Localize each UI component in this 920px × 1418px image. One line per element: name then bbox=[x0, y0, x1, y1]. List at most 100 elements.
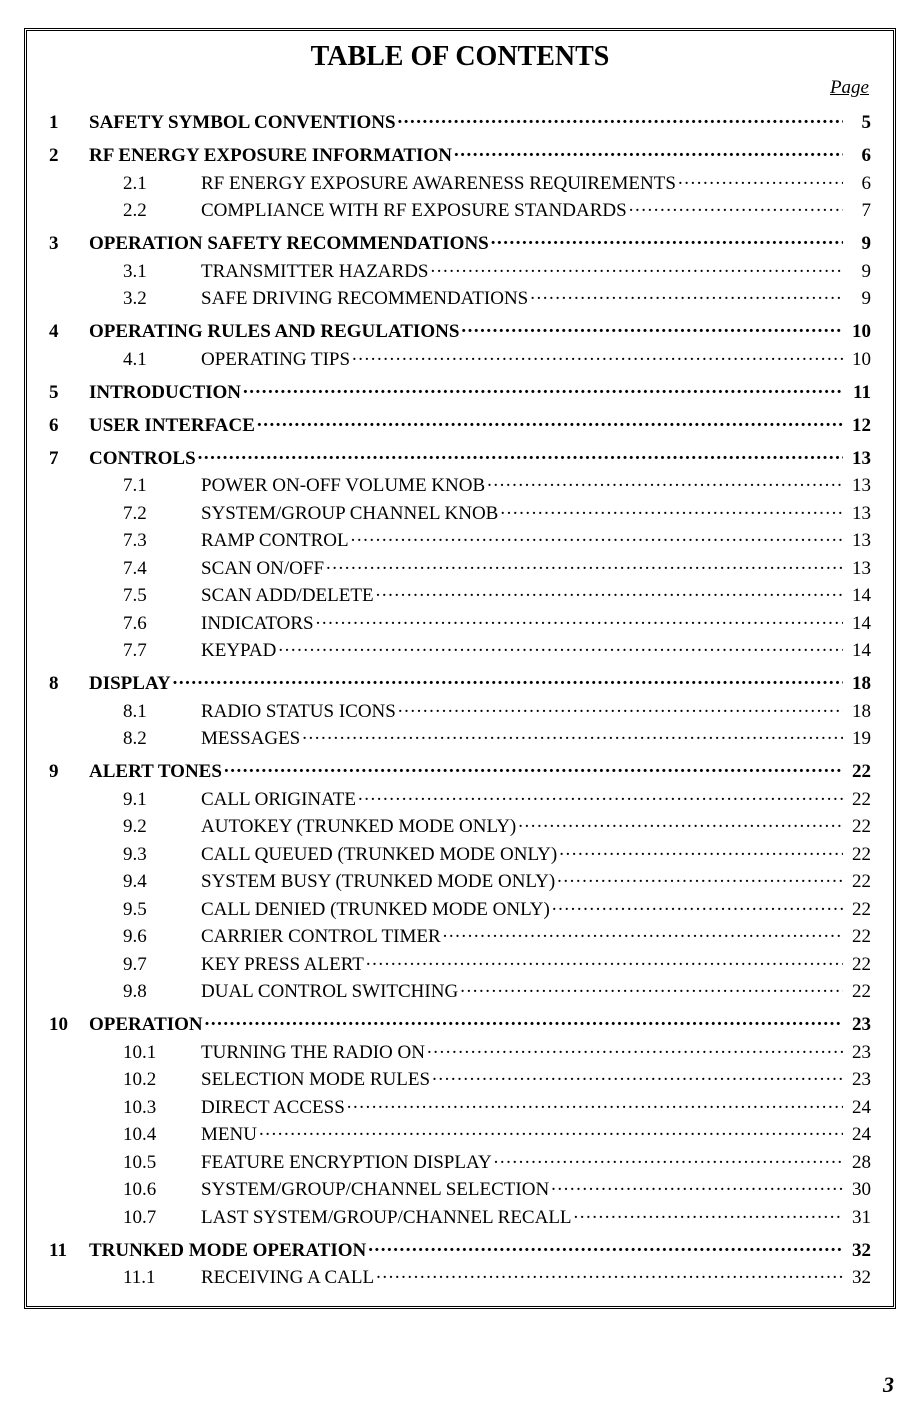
toc-subsection-number: 8.1 bbox=[89, 702, 201, 721]
toc-entry-page: 22 bbox=[845, 790, 871, 809]
toc-entry: 7.4SCAN ON/OFF 13 bbox=[49, 555, 871, 578]
toc-subsection-number: 10.2 bbox=[89, 1070, 201, 1089]
toc-entry-title: CARRIER CONTROL TIMER bbox=[201, 927, 441, 946]
toc-entry: 10.3DIRECT ACCESS24 bbox=[49, 1094, 871, 1117]
toc-dot-leader bbox=[366, 951, 843, 970]
toc-subsection-number: 10.3 bbox=[89, 1098, 201, 1117]
toc-entry: 3OPERATION SAFETY RECOMMENDATIONS9 bbox=[49, 230, 871, 253]
toc-dot-leader bbox=[432, 1066, 843, 1085]
toc-entry-page: 23 bbox=[845, 1070, 871, 1089]
toc-entry-page: 6 bbox=[845, 174, 871, 193]
toc-entry: 11.1RECEIVING A CALL32 bbox=[49, 1264, 871, 1287]
toc-entry-title: SYSTEM/GROUP/CHANNEL SELECTION bbox=[201, 1180, 549, 1199]
toc-section-number: 6 bbox=[49, 416, 89, 435]
toc-entry: 6USER INTERFACE12 bbox=[49, 412, 871, 435]
toc-entry: 2.2COMPLIANCE WITH RF EXPOSURE STANDARDS… bbox=[49, 197, 871, 220]
toc-entry-title: RADIO STATUS ICONS bbox=[201, 702, 396, 721]
toc-entry-title: CALL QUEUED (TRUNKED MODE ONLY) bbox=[201, 845, 557, 864]
toc-dot-leader bbox=[302, 725, 843, 744]
toc-entry-page: 22 bbox=[845, 982, 871, 1001]
toc-subsection-number: 7.7 bbox=[89, 641, 201, 660]
toc-entry-page: 23 bbox=[845, 1015, 871, 1034]
toc-entry: 9.2AUTOKEY (TRUNKED MODE ONLY)22 bbox=[49, 813, 871, 836]
toc-entry: 10.6SYSTEM/GROUP/CHANNEL SELECTION30 bbox=[49, 1176, 871, 1199]
toc-entry: 9.5CALL DENIED (TRUNKED MODE ONLY) 22 bbox=[49, 896, 871, 919]
toc-entry-title: MESSAGES bbox=[201, 729, 300, 748]
toc-entry-page: 22 bbox=[845, 900, 871, 919]
toc-dot-leader bbox=[326, 555, 843, 574]
toc-section-number: 4 bbox=[49, 322, 89, 341]
toc-subsection-number: 7.4 bbox=[89, 559, 201, 578]
toc-section-number: 11 bbox=[49, 1241, 89, 1260]
toc-entry-title: OPERATING TIPS bbox=[201, 350, 350, 369]
toc-subsection-number: 9.6 bbox=[89, 927, 201, 946]
toc-dot-leader bbox=[278, 637, 843, 656]
toc-dot-leader bbox=[358, 786, 843, 805]
toc-dot-leader bbox=[224, 758, 843, 777]
toc-entry: 9.1CALL ORIGINATE22 bbox=[49, 786, 871, 809]
toc-entry-title: POWER ON-OFF VOLUME KNOB bbox=[201, 476, 485, 495]
toc-entry: 9.8DUAL CONTROL SWITCHING22 bbox=[49, 978, 871, 1001]
toc-section-number: 5 bbox=[49, 383, 89, 402]
toc-subsection-number: 9.8 bbox=[89, 982, 201, 1001]
toc-dot-leader bbox=[198, 445, 843, 464]
toc-entry-page: 13 bbox=[845, 449, 871, 468]
toc-entry-title: INTRODUCTION bbox=[89, 383, 241, 402]
toc-entry: 4OPERATING RULES AND REGULATIONS10 bbox=[49, 318, 871, 341]
toc-subsection-number: 2.2 bbox=[89, 201, 201, 220]
toc-entry-title: MENU bbox=[201, 1125, 257, 1144]
toc-entry-title: OPERATING RULES AND REGULATIONS bbox=[89, 322, 459, 341]
toc-entry-page: 31 bbox=[845, 1208, 871, 1227]
toc-entry: 7.3RAMP CONTROL 13 bbox=[49, 527, 871, 550]
toc-entry: 8.2MESSAGES19 bbox=[49, 725, 871, 748]
toc-subsection-number: 9.2 bbox=[89, 817, 201, 836]
toc-entry-page: 19 bbox=[845, 729, 871, 748]
toc-entry-page: 11 bbox=[845, 383, 871, 402]
toc-section-number: 7 bbox=[49, 449, 89, 468]
toc-entry-page: 14 bbox=[845, 586, 871, 605]
toc-entry-title: RECEIVING A CALL bbox=[201, 1268, 374, 1287]
toc-subsection-number: 9.5 bbox=[89, 900, 201, 919]
toc-dot-leader bbox=[461, 318, 843, 337]
toc-entry-page: 32 bbox=[845, 1241, 871, 1260]
toc-section-number: 9 bbox=[49, 762, 89, 781]
toc-entry: 10OPERATION23 bbox=[49, 1011, 871, 1034]
toc-entry-title: DISPLAY bbox=[89, 674, 171, 693]
toc-entry-page: 7 bbox=[845, 201, 871, 220]
toc-subsection-number: 7.3 bbox=[89, 531, 201, 550]
toc-dot-leader bbox=[173, 670, 843, 689]
toc-entry-title: TRUNKED MODE OPERATION bbox=[89, 1241, 366, 1260]
toc-dot-leader bbox=[557, 868, 843, 887]
toc-entry-page: 13 bbox=[845, 559, 871, 578]
toc-entry-page: 28 bbox=[845, 1153, 871, 1172]
toc-entry-page: 12 bbox=[845, 416, 871, 435]
toc-entry-page: 18 bbox=[845, 702, 871, 721]
toc-section-number: 1 bbox=[49, 113, 89, 132]
toc-entry-page: 24 bbox=[845, 1098, 871, 1117]
toc-entry-page: 18 bbox=[845, 674, 871, 693]
toc-entry-page: 9 bbox=[845, 262, 871, 281]
toc-entry-title: RAMP CONTROL bbox=[201, 531, 349, 550]
toc-section-number: 10 bbox=[49, 1015, 89, 1034]
toc-dot-leader bbox=[316, 610, 843, 629]
toc-dot-leader bbox=[376, 582, 843, 601]
toc-entry: 7.6INDICATORS14 bbox=[49, 610, 871, 633]
toc-entry-title: SAFETY SYMBOL CONVENTIONS bbox=[89, 113, 396, 132]
toc-entry-title: CALL DENIED (TRUNKED MODE ONLY) bbox=[201, 900, 550, 919]
toc-subsection-number: 7.6 bbox=[89, 614, 201, 633]
toc-entry-page: 24 bbox=[845, 1125, 871, 1144]
toc-dot-leader bbox=[629, 197, 843, 216]
document-page: TABLE OF CONTENTS Page 1SAFETY SYMBOL CO… bbox=[0, 0, 920, 1418]
toc-section-number: 2 bbox=[49, 146, 89, 165]
toc-entry: 11TRUNKED MODE OPERATION 32 bbox=[49, 1237, 871, 1260]
toc-entry-title: LAST SYSTEM/GROUP/CHANNEL RECALL bbox=[201, 1208, 572, 1227]
content-frame: TABLE OF CONTENTS Page 1SAFETY SYMBOL CO… bbox=[24, 28, 896, 1309]
toc-subsection-number: 7.5 bbox=[89, 586, 201, 605]
toc-entry-page: 13 bbox=[845, 531, 871, 550]
toc-entry-title: KEY PRESS ALERT bbox=[201, 955, 364, 974]
toc-entry-page: 9 bbox=[845, 289, 871, 308]
toc-entry-title: OPERATION SAFETY RECOMMENDATIONS bbox=[89, 234, 489, 253]
toc-subsection-number: 4.1 bbox=[89, 350, 201, 369]
toc-dot-leader bbox=[443, 923, 843, 942]
toc-entry-title: SCAN ON/OFF bbox=[201, 559, 324, 578]
